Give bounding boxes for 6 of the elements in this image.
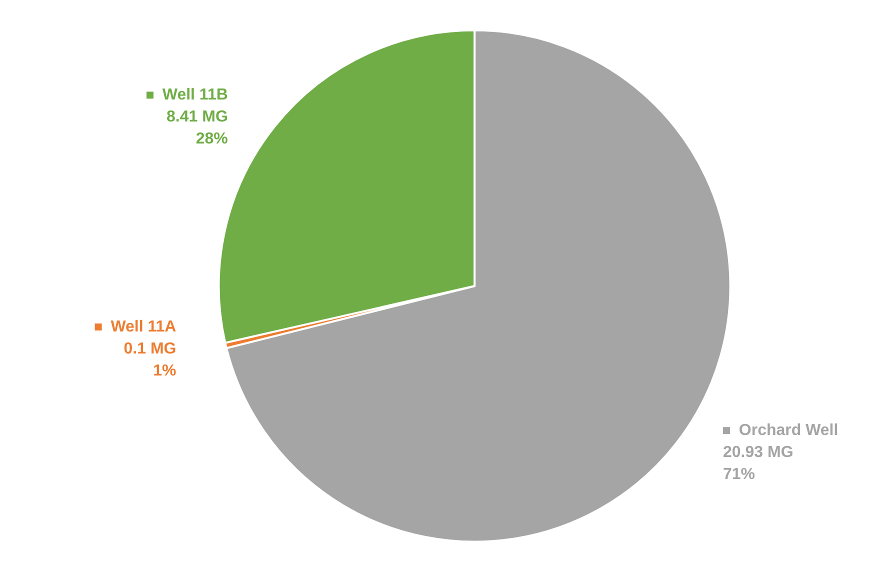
legend-label: Orchard Well — [730, 422, 838, 440]
data-label: 0.1 MG 1% — [124, 340, 176, 380]
legend-label: Well 11A — [102, 318, 177, 336]
data-label: 20.93 MG 71% — [723, 444, 794, 484]
legend-label: Well 11B — [153, 86, 228, 104]
data-label: 8.41 MG 28% — [166, 108, 228, 148]
